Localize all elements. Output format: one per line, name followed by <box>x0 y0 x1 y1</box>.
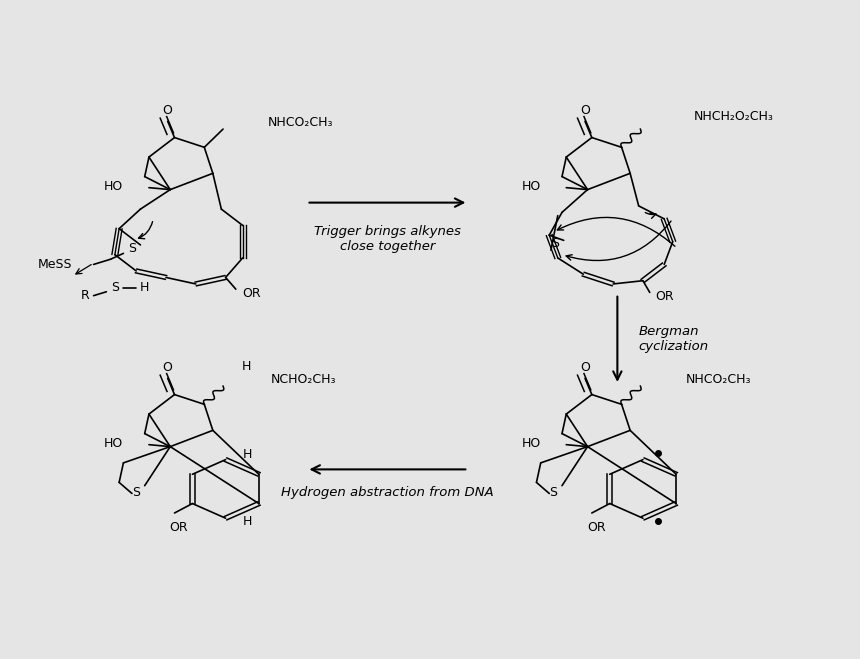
Text: S: S <box>132 486 140 499</box>
Text: S: S <box>128 242 136 254</box>
Text: O: O <box>580 360 590 374</box>
Text: Trigger brings alkynes
close together: Trigger brings alkynes close together <box>314 225 461 254</box>
Text: OR: OR <box>587 521 605 534</box>
Text: Hydrogen abstraction from DNA: Hydrogen abstraction from DNA <box>281 486 494 499</box>
Text: O: O <box>163 103 173 117</box>
Text: MeSS: MeSS <box>38 258 72 271</box>
Text: H: H <box>140 281 150 295</box>
Text: OR: OR <box>169 521 188 534</box>
Text: NHCO₂CH₃: NHCO₂CH₃ <box>268 116 334 129</box>
Text: OR: OR <box>243 287 261 301</box>
Text: HO: HO <box>521 180 541 193</box>
Text: Bergman
cyclization: Bergman cyclization <box>639 326 709 353</box>
Text: NCHO₂CH₃: NCHO₂CH₃ <box>271 373 336 386</box>
Text: S: S <box>111 281 119 295</box>
Text: NHCO₂CH₃: NHCO₂CH₃ <box>685 373 751 386</box>
Text: HO: HO <box>521 437 541 450</box>
Text: O: O <box>163 360 173 374</box>
Text: S: S <box>550 486 557 499</box>
Text: H: H <box>243 515 252 528</box>
Text: O: O <box>580 103 590 117</box>
Text: HO: HO <box>104 180 123 193</box>
Text: R: R <box>81 289 89 302</box>
Text: HO: HO <box>104 437 123 450</box>
Text: S: S <box>551 237 559 250</box>
Text: OR: OR <box>655 291 674 303</box>
Text: NHCH₂O₂CH₃: NHCH₂O₂CH₃ <box>694 109 774 123</box>
Text: H: H <box>242 360 251 373</box>
Text: H: H <box>243 448 252 461</box>
